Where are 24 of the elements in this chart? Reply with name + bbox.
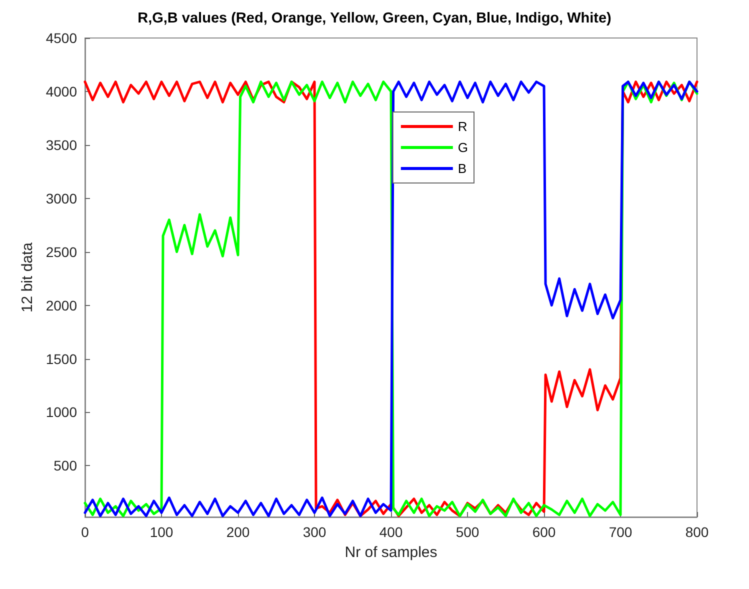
legend-label: B [458,161,467,176]
y-tick-label: 3000 [46,190,78,206]
x-tick-label: 600 [532,524,556,540]
legend-label: R [458,119,468,134]
y-tick-label: 3500 [46,136,78,153]
x-tick-label: 400 [379,524,403,540]
x-tick-label: 100 [150,524,174,540]
x-tick-label: 800 [685,524,709,540]
y-tick-label: 4000 [46,83,78,100]
x-tick-label: 500 [456,524,480,540]
y-axis-title: 12 bit data [18,242,36,313]
y-tick-label: 2500 [46,244,78,260]
y-tick-label: 1500 [46,350,78,367]
x-tick-label: 300 [302,524,326,540]
x-tick-label: 200 [226,524,250,540]
y-tick-label: 4500 [46,30,78,46]
x-tick-label: 0 [81,524,90,540]
legend-label: G [458,140,468,155]
x-tick-label: 700 [608,524,632,540]
x-axis-title: Nr of samples [344,544,438,561]
chart-title: R,G,B values (Red, Orange, Yellow, Green, Cyan, Blue, Indigo, White) [138,10,612,26]
y-tick-label: 1000 [46,404,78,420]
y-tick-label: 2000 [46,297,78,314]
y-tick-label: 500 [54,458,78,474]
